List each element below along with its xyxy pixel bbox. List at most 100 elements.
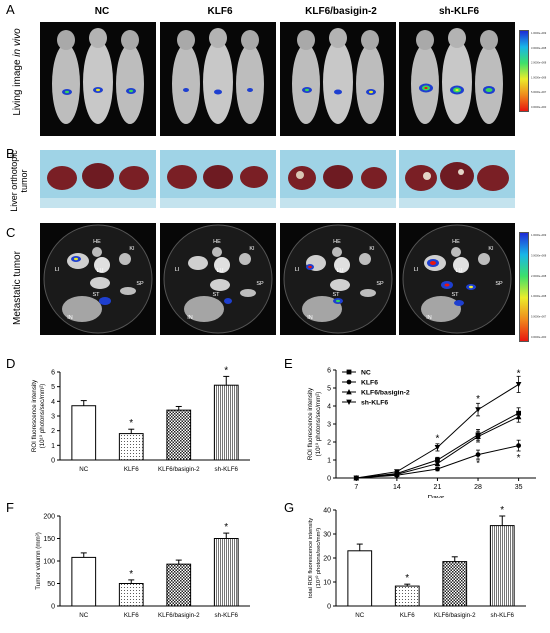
legend-label: sh-KLF6	[361, 400, 388, 407]
significance-mark: *	[476, 394, 480, 405]
y-tick-label: 0	[327, 604, 331, 611]
x-tick-label: NC	[79, 612, 88, 619]
metastatic-photo-klf6	[160, 223, 276, 335]
organ-label-ki: KI	[488, 246, 494, 252]
y-axis-label: ROI fluorescence intensity (10¹⁰ photons/…	[307, 387, 322, 460]
x-tick-label: KLF6/basigin-2	[158, 466, 200, 473]
mice-silhouettes-klf6-basigin2	[292, 28, 384, 124]
y-axis-label-line: Tumor volumn (mm³)	[35, 532, 42, 590]
bar-klf6-basigin-2	[166, 563, 192, 607]
y-tick-label: 0	[51, 458, 55, 465]
legend-marker	[346, 389, 352, 395]
point-klf6-basigin-2	[515, 413, 522, 420]
significance-mark: *	[224, 522, 228, 533]
y-tick-label: 3	[327, 422, 331, 429]
legend-marker	[346, 369, 352, 375]
organ-label-he: HE	[93, 239, 101, 245]
liver-tumors-sh-klf6	[399, 162, 515, 208]
y-tick-label: 4	[51, 399, 55, 406]
y-axis-label-line: (10¹⁰ photons/sec/mm²)	[315, 528, 322, 589]
organ-label-sp: SP	[136, 281, 144, 287]
y-tick-label: 5	[51, 384, 55, 391]
bar-klf6-basigin-2	[166, 409, 192, 461]
bar-klf6	[394, 585, 420, 607]
organ-label-li: LI	[414, 267, 419, 273]
y-tick-label: 100	[43, 559, 55, 566]
liver-photo-klf6	[160, 150, 276, 208]
y-tick-label: 5	[327, 386, 331, 393]
group-header-nc: NC	[94, 6, 110, 17]
y-tick-label: 200	[43, 514, 55, 521]
colorbar-living-tick-label: 2.0000e+008	[531, 61, 547, 65]
organ-label-lu: LU	[336, 268, 343, 274]
group-header-klf6: KLF6	[207, 6, 233, 17]
point-sh-klf6	[394, 469, 400, 475]
colorbar-metastatic-tick-label: 0.0000e+000	[531, 335, 547, 339]
organ-dish-klf6	[163, 224, 273, 334]
x-tick-label: KLF6	[400, 612, 415, 619]
significance-mark: *	[517, 453, 521, 464]
bar-nc	[71, 405, 97, 461]
living-image-nc	[40, 22, 156, 136]
liver-tumors-nc	[40, 163, 156, 208]
y-axis-label-line: (10¹⁰ photons/sec/mm²)	[315, 392, 322, 457]
y-axis-label: total ROI fluorescence intensity (10¹⁰ ph…	[308, 518, 322, 598]
bar-klf6	[118, 433, 144, 461]
point-klf6	[435, 466, 440, 472]
point-klf6-basigin-2	[434, 460, 441, 466]
x-tick-label: sh-KLF6	[215, 466, 239, 473]
y-tick-label: 1	[327, 458, 331, 465]
colorbar-living	[519, 30, 529, 112]
point-nc	[435, 457, 440, 463]
liver-photo-sh-klf6	[399, 150, 515, 208]
x-tick-label: KLF6	[124, 612, 139, 619]
bar-sh-klf6	[213, 384, 239, 461]
organ-label-lu: LU	[96, 268, 103, 274]
x-tick-label: 28	[474, 484, 482, 491]
significance-mark: *	[405, 573, 409, 584]
panel-letter-f: F	[6, 500, 14, 515]
organ-label-lu: LU	[455, 268, 462, 274]
organ-label-st: ST	[92, 292, 100, 298]
panel-letter-a: A	[6, 2, 15, 17]
mice-silhouettes-sh-klf6	[411, 28, 503, 124]
x-tick-label: 21	[434, 484, 442, 491]
significance-mark: *	[129, 418, 133, 429]
y-tick-label: 6	[51, 370, 55, 377]
x-axis-label: Days	[427, 493, 444, 498]
organ-label-li: LI	[295, 267, 300, 273]
metastatic-photo-nc	[40, 223, 156, 335]
mice-silhouettes-klf6	[172, 28, 264, 124]
organ-label-sp: SP	[495, 281, 503, 287]
organ-label-st: ST	[451, 292, 459, 298]
y-tick-label: 150	[43, 536, 55, 543]
organ-dish-nc	[43, 224, 153, 334]
organ-label-in: IN	[187, 315, 193, 321]
point-klf6	[475, 452, 481, 457]
y-tick-label: 30	[323, 532, 331, 539]
y-tick-label: 0	[327, 476, 331, 483]
x-tick-label: NC	[79, 466, 88, 473]
liver-tumors-klf6-basigin2	[280, 165, 396, 208]
y-axis-label: Tumor volumn (mm³)	[35, 532, 42, 590]
organ-dish-sh-klf6	[402, 224, 512, 334]
mice-silhouettes-nc	[52, 28, 144, 124]
chart-f: 0 50 100 150 200 Tumor volumn (mm³) NC * KLF6 KLF…	[35, 514, 250, 619]
bar-nc	[71, 556, 97, 607]
organ-label-in: IN	[67, 315, 73, 321]
x-tick-label: 7	[354, 484, 358, 491]
organ-label-ki: KI	[369, 246, 375, 252]
y-axis-label-line: ROI fluorescence intensity	[31, 379, 38, 452]
group-header-sh-klf6: sh-KLF6	[439, 6, 479, 17]
colorbar-living-tick-label: 0.0000e+000	[531, 105, 547, 109]
colorbar-metastatic-tick-label: 3.0000e+008	[531, 253, 547, 257]
significance-mark: *	[500, 505, 504, 516]
significance-mark: *	[435, 433, 439, 444]
y-tick-label: 2	[51, 428, 55, 435]
y-tick-label: 20	[323, 556, 331, 563]
colorbar-living-tick-label: 1.0000e+009	[531, 31, 547, 35]
chart-e: 0 1 2 3 4 5 6 7 14 21 28 35 Days ROI fluorescence int…	[307, 368, 536, 498]
organ-label-in: IN	[426, 315, 432, 321]
